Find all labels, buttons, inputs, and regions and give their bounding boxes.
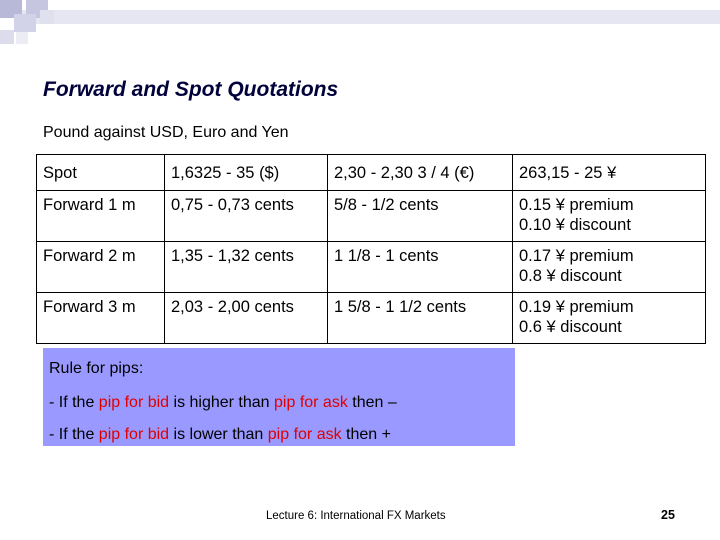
rule-text: - If the [49, 394, 99, 411]
rule-text: - If the [49, 426, 99, 443]
rule-text: is lower than [169, 426, 268, 443]
rule-lower: - If the pip for bid is lower than pip f… [49, 426, 391, 444]
rule-higher: - If the pip for bid is higher than pip … [49, 394, 397, 412]
pip-for-bid-highlight: pip for bid [98, 394, 170, 411]
yen-discount: 0.10 ¥ discount [519, 216, 631, 234]
rule-text: then + [341, 426, 391, 443]
quotations-table: Spot 1,6325 - 35 ($) 2,30 - 2,30 3 / 4 (… [36, 154, 706, 344]
usd-quote: 1,35 - 1,32 cents [164, 241, 328, 293]
euro-quote: 1 1/8 - 1 cents [327, 241, 513, 293]
row-label: Spot [36, 154, 165, 191]
table-row: Forward 1 m 0,75 - 0,73 cents 5/8 - 1/2 … [36, 190, 706, 242]
slide-subtitle: Pound against USD, Euro and Yen [43, 124, 289, 141]
yen-premium: 0.17 ¥ premium [519, 247, 634, 265]
row-label: Forward 3 m [36, 292, 165, 344]
row-label: Forward 1 m [36, 190, 165, 242]
usd-quote: 1,6325 - 35 ($) [164, 154, 328, 191]
pip-for-ask-highlight: pip for ask [274, 394, 348, 411]
pip-for-ask-highlight: pip for ask [267, 426, 342, 443]
row-label: Forward 2 m [36, 241, 165, 293]
euro-quote: 2,30 - 2,30 3 / 4 (€) [327, 154, 513, 191]
usd-quote: 0,75 - 0,73 cents [164, 190, 328, 242]
rule-heading: Rule for pips: [49, 360, 144, 377]
euro-quote: 5/8 - 1/2 cents [327, 190, 513, 242]
yen-premium: 0.15 ¥ premium [519, 196, 634, 214]
yen-quote: 263,15 - 25 ¥ [512, 154, 706, 191]
table-row: Forward 3 m 2,03 - 2,00 cents 1 5/8 - 1 … [36, 292, 706, 344]
pip-for-bid-highlight: pip for bid [98, 426, 170, 443]
decorative-corner-squares [0, 0, 720, 44]
yen-quote: 0.19 ¥ premium 0.6 ¥ discount [512, 292, 706, 344]
footer-lecture-title: Lecture 6: International FX Markets [266, 510, 446, 522]
yen-quote: 0.17 ¥ premium 0.8 ¥ discount [512, 241, 706, 293]
yen-discount: 0.8 ¥ discount [519, 267, 622, 285]
pip-rule-box: Rule for pips: - If the pip for bid is h… [43, 348, 515, 446]
usd-quote: 2,03 - 2,00 cents [164, 292, 328, 344]
yen-discount: 0.6 ¥ discount [519, 318, 622, 336]
page-number: 25 [661, 508, 675, 522]
yen-premium: 0.19 ¥ premium [519, 298, 634, 316]
rule-text: is higher than [169, 394, 275, 411]
slide-title: Forward and Spot Quotations [43, 78, 339, 101]
rule-text: then – [347, 394, 397, 411]
yen-quote: 0.15 ¥ premium 0.10 ¥ discount [512, 190, 706, 242]
euro-quote: 1 5/8 - 1 1/2 cents [327, 292, 513, 344]
yen-quote-line: 263,15 - 25 ¥ [519, 164, 617, 182]
table-row: Spot 1,6325 - 35 ($) 2,30 - 2,30 3 / 4 (… [36, 154, 706, 191]
table-row: Forward 2 m 1,35 - 1,32 cents 1 1/8 - 1 … [36, 241, 706, 293]
